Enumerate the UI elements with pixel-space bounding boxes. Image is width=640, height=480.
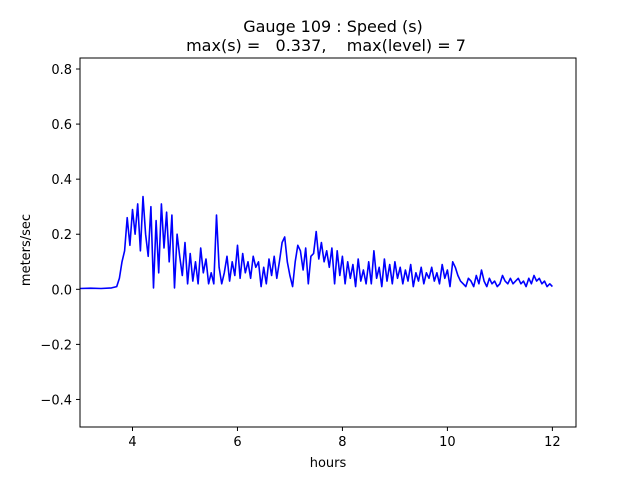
speed-series-line bbox=[79, 195, 553, 290]
y-axis-label: meters/sec bbox=[19, 214, 34, 286]
y-tick-label: 0.2 bbox=[51, 228, 72, 243]
x-tick-label: 12 bbox=[544, 435, 561, 450]
x-tick-label: 6 bbox=[233, 435, 241, 450]
x-axis-label: hours bbox=[310, 456, 347, 471]
axes-frame bbox=[79, 57, 577, 428]
y-tick-label: 0.8 bbox=[51, 63, 72, 78]
y-tick-label: −0.2 bbox=[40, 338, 72, 353]
x-tick-label: 4 bbox=[128, 435, 136, 450]
chart-subtitle: max(s) = 0.337, max(level) = 7 bbox=[186, 36, 466, 55]
y-tick-label: 0.4 bbox=[51, 173, 72, 188]
plot-area bbox=[79, 195, 553, 290]
y-tick-label: 0.0 bbox=[51, 283, 72, 298]
x-tick-label: 10 bbox=[439, 435, 456, 450]
y-tick-label: −0.4 bbox=[40, 393, 72, 408]
y-tick-label: 0.6 bbox=[51, 118, 72, 133]
x-axis: 4 6 8 10 12 bbox=[128, 427, 561, 450]
x-tick-label: 8 bbox=[338, 435, 346, 450]
y-axis: −0.4 −0.2 0.0 0.2 0.4 0.6 0.8 bbox=[40, 63, 80, 408]
chart-title: Gauge 109 : Speed (s) bbox=[243, 17, 423, 36]
